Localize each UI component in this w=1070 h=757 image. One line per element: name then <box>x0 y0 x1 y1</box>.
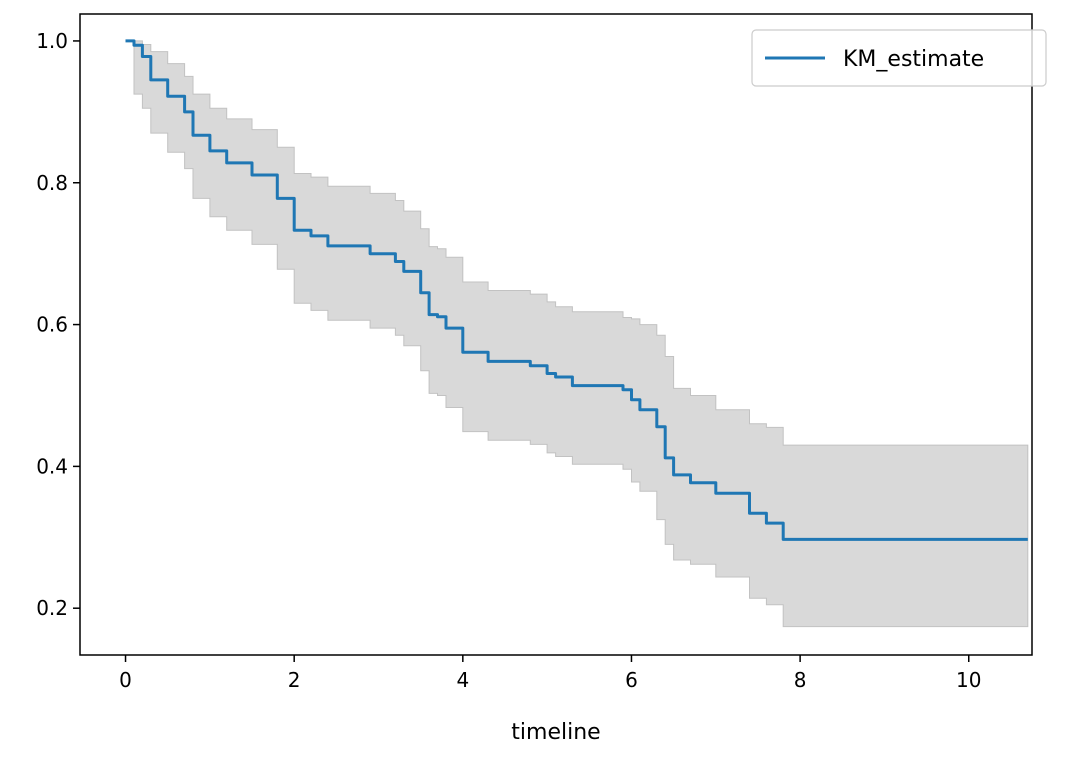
x-tick-label: 8 <box>794 668 807 692</box>
x-axis-label: timeline <box>511 720 600 745</box>
axes-frame <box>79 13 1033 656</box>
x-tick-label: 4 <box>456 668 469 692</box>
series-line-layer <box>125 39 1028 541</box>
x-tick-label: 0 <box>119 668 132 692</box>
x-tick-label: 10 <box>956 668 981 692</box>
x-tick-label: 6 <box>625 668 638 692</box>
y-tick-label: 0.2 <box>36 596 68 620</box>
confidence-band-layer <box>125 40 1029 628</box>
y-tick-label: 0.4 <box>36 454 68 478</box>
x-axis-ticks: 0 2 4 6 8 10 <box>119 655 981 692</box>
x-tick-label: 2 <box>288 668 301 692</box>
legend-label-km-estimate: KM_estimate <box>843 47 984 72</box>
y-tick-label: 1.0 <box>36 29 68 53</box>
confidence-band <box>125 40 1029 628</box>
legend: KM_estimate <box>751 29 1047 87</box>
legend-box <box>751 29 1047 87</box>
y-tick-label: 0.6 <box>36 313 68 337</box>
series-line-km-estimate <box>125 39 1028 541</box>
y-axis-ticks: 0.2 0.4 0.6 0.8 1.0 <box>36 29 80 620</box>
y-tick-label: 0.8 <box>36 171 68 195</box>
